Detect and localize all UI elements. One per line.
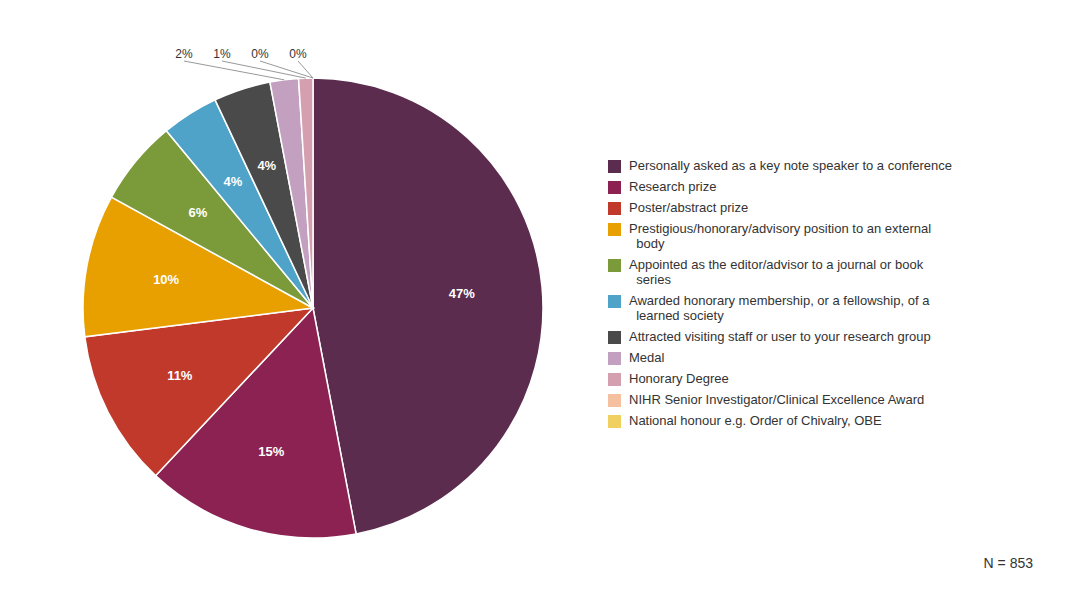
html-text:Medal: Medal: [629, 349, 665, 365]
html-text:Poster/abstract prize: Poster/abstract prize: [629, 199, 749, 215]
svg-text:2%: 2%: [175, 47, 193, 61]
svg-text:0%: 0%: [251, 47, 269, 61]
svg-text:10%: 10%: [153, 272, 179, 287]
html-text:Honorary Degree: Honorary Degree: [629, 370, 729, 386]
html-text:NIHR Senior Investigator/Clini: NIHR Senior Investigator/Clinical Excell…: [629, 391, 925, 407]
html-text:Attracted visiting staff or us: Attracted visiting staff or user to your…: [629, 328, 931, 344]
svg-text:4%: 4%: [257, 158, 276, 173]
svg-text:4%: 4%: [223, 174, 242, 189]
svg-text:47%: 47%: [449, 286, 475, 301]
html-text:National honour e.g. Order of: National honour e.g. Order of Chivalry, …: [629, 412, 882, 428]
html-text:Research prize: Research prize: [629, 178, 717, 194]
svg-text:0%: 0%: [289, 47, 307, 61]
html-text:Personally asked as a key note: Personally asked as a key note speaker t…: [629, 157, 952, 173]
html-text:Awarded honorary membership, o: Awarded honorary membership, or a fellow…: [629, 292, 930, 323]
svg-text:6%: 6%: [188, 205, 207, 220]
html-text:Appointed as the editor/adviso: Appointed as the editor/advisor to a jou…: [629, 256, 924, 287]
svg-text:15%: 15%: [258, 444, 284, 459]
html-text:Prestigious/honorary/advisory: Prestigious/honorary/advisory position t…: [629, 220, 932, 251]
svg-text:1%: 1%: [213, 47, 231, 61]
html-text:N = 853: N = 853: [983, 555, 1033, 571]
svg-text:11%: 11%: [167, 368, 193, 383]
